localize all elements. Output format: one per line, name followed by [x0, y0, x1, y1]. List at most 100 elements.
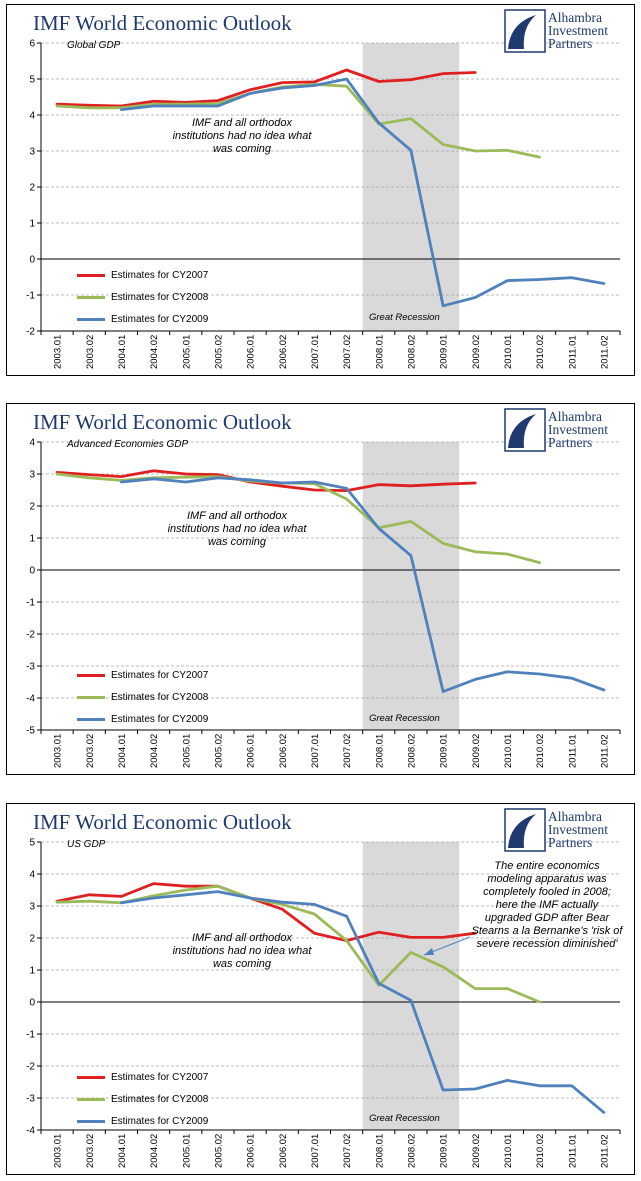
legend-item-cy2008: Estimates for CY2008 — [77, 692, 208, 703]
legend-swatch — [77, 1119, 105, 1123]
annotation-line: IMF and all orthodox — [191, 117, 293, 129]
y-tick-label: 2 — [29, 183, 35, 194]
y-tick-label: -5 — [26, 726, 35, 737]
y-tick-label: -1 — [26, 291, 35, 302]
x-tick-label: 2009.02 — [471, 1134, 482, 1168]
x-tick-label: 2010.02 — [535, 335, 546, 369]
annotation-line: institutions had no idea what — [172, 130, 312, 142]
y-tick-label: 0 — [29, 998, 35, 1009]
x-tick-label: 2008.01 — [374, 1134, 385, 1168]
logo-line-1: Alhambra — [548, 409, 602, 424]
annotation-line: was coming — [207, 536, 267, 548]
y-tick-label: 1 — [29, 966, 35, 977]
logo-text: Alhambra Investment Partners — [548, 409, 608, 450]
chart-annotation: IMF and all orthodox institutions had no… — [152, 510, 322, 549]
y-tick-label: 5 — [29, 838, 35, 849]
x-tick-label: 2007.01 — [310, 734, 321, 768]
company-logo: Alhambra Investment Partners — [504, 408, 626, 456]
x-tick-label: 2010.01 — [503, 1134, 514, 1168]
legend-swatch — [77, 1097, 105, 1101]
x-tick-label: 2009.01 — [439, 1134, 450, 1168]
logo-line-3: Partners — [548, 835, 593, 850]
x-tick-label: 2005.02 — [213, 734, 224, 768]
series-line-cy2007 — [55, 469, 477, 492]
y-tick-label: -2 — [26, 327, 35, 338]
x-tick-label: 2004.02 — [149, 734, 160, 768]
x-tick-label: 2011.02 — [599, 734, 610, 768]
y-tick-label: 2 — [29, 934, 35, 945]
annotation-line: was coming — [212, 143, 272, 155]
x-tick-label: 2006.01 — [246, 1134, 257, 1168]
chart-svg-global: -2 -1 0 1 2 3 4 5 6 2003.01 2003.02 2004.01 2004.02 2… — [26, 39, 621, 369]
x-tick-label: 2003.02 — [85, 335, 96, 369]
annotation-line: upgraded GDP after Bear — [484, 912, 610, 924]
legend-item-cy2007: Estimates for CY2007 — [77, 670, 208, 681]
x-tick-label: 2008.01 — [374, 335, 385, 369]
y-tick-label: -3 — [26, 1094, 35, 1105]
x-tick-label: 2005.01 — [181, 335, 192, 369]
x-tick-label: 2004.02 — [149, 1134, 160, 1168]
series-line-cy2009 — [120, 77, 606, 308]
logo-line-1: Alhambra — [548, 10, 602, 25]
legend-swatch — [77, 673, 105, 677]
y-tick-label: 0 — [29, 566, 35, 577]
x-tick-label: 2009.02 — [471, 734, 482, 768]
y-tick-label: 3 — [29, 470, 35, 481]
x-tick-label: 2006.02 — [278, 734, 289, 768]
legend-item-cy2008: Estimates for CY2008 — [77, 1094, 208, 1105]
x-tick-label: 2006.01 — [246, 335, 257, 369]
recession-label: Great Recession — [369, 713, 440, 724]
x-tick-label: 2011.02 — [599, 335, 610, 369]
legend-label: Estimates for CY2007 — [111, 1072, 209, 1083]
legend-label: Estimates for CY2008 — [111, 1094, 209, 1105]
x-tick-label: 2010.01 — [503, 734, 514, 768]
annotation-line: severe recession diminished' — [476, 938, 618, 950]
chart-title: IMF World Economic Outlook — [33, 810, 292, 834]
recession-label: Great Recession — [369, 1113, 440, 1124]
y-tick-label: 6 — [29, 39, 35, 50]
chart-panel-global: -2 -1 0 1 2 3 4 5 6 2003.01 2003.02 2004.01 2004.02 2… — [6, 4, 635, 376]
y-tick-label: -4 — [26, 694, 35, 705]
x-tick-label: 2006.02 — [278, 335, 289, 369]
y-tick-label: -2 — [26, 1062, 35, 1073]
x-tick-label: 2009.02 — [471, 335, 482, 369]
legend-label: Estimates for CY2007 — [111, 670, 209, 681]
annotation-line: The entire economics — [494, 860, 600, 872]
logo-line-3: Partners — [548, 36, 593, 51]
recession-band — [362, 842, 460, 1130]
x-tick-label: 2008.02 — [406, 734, 417, 768]
y-tick-label: 3 — [29, 147, 35, 158]
chart-svg-advanced: -5 -4 -3 -2 -1 0 1 2 3 4 2003.01 2003.02 2004.01 2004… — [26, 438, 621, 768]
x-tick-label: 2010.02 — [535, 1134, 546, 1168]
chart-title: IMF World Economic Outlook — [33, 410, 292, 434]
x-tick-label: 2007.02 — [342, 335, 353, 369]
x-tick-label: 2004.01 — [117, 734, 128, 768]
alhambra-logo-icon — [504, 408, 546, 452]
y-tick-label: 5 — [29, 75, 35, 86]
recession-label: Great Recession — [369, 312, 440, 323]
legend-item-cy2009: Estimates for CY2009 — [77, 314, 208, 325]
x-tick-label: 2011.02 — [599, 1134, 610, 1168]
y-tick-label: 4 — [29, 111, 35, 122]
x-tick-label: 2008.02 — [406, 1134, 417, 1168]
legend-label: Estimates for CY2009 — [111, 314, 209, 325]
x-tick-label: 2007.01 — [310, 1134, 321, 1168]
logo-line-2: Investment — [548, 422, 608, 437]
x-tick-label: 2005.01 — [181, 1134, 192, 1168]
legend-label: Estimates for CY2009 — [111, 714, 209, 725]
annotation-arrowhead — [424, 948, 434, 955]
x-tick-label: 2003.02 — [85, 1134, 96, 1168]
y-tick-label: 4 — [29, 870, 35, 881]
series-line-cy2007 — [55, 68, 477, 108]
x-tick-label: 2007.02 — [342, 734, 353, 768]
x-tick-label: 2003.01 — [53, 1134, 64, 1168]
y-tick-label: -4 — [26, 1126, 35, 1137]
logo-text: Alhambra Investment Partners — [548, 810, 608, 850]
legend-swatch — [77, 717, 105, 721]
chart-title: IMF World Economic Outlook — [33, 11, 292, 35]
legend-item-cy2009: Estimates for CY2009 — [77, 1116, 208, 1127]
legend-label: Estimates for CY2008 — [111, 692, 209, 703]
x-tick-label: 2006.02 — [278, 1134, 289, 1168]
chart-subtitle: US GDP — [67, 839, 106, 850]
x-tick-label: 2009.01 — [439, 335, 450, 369]
